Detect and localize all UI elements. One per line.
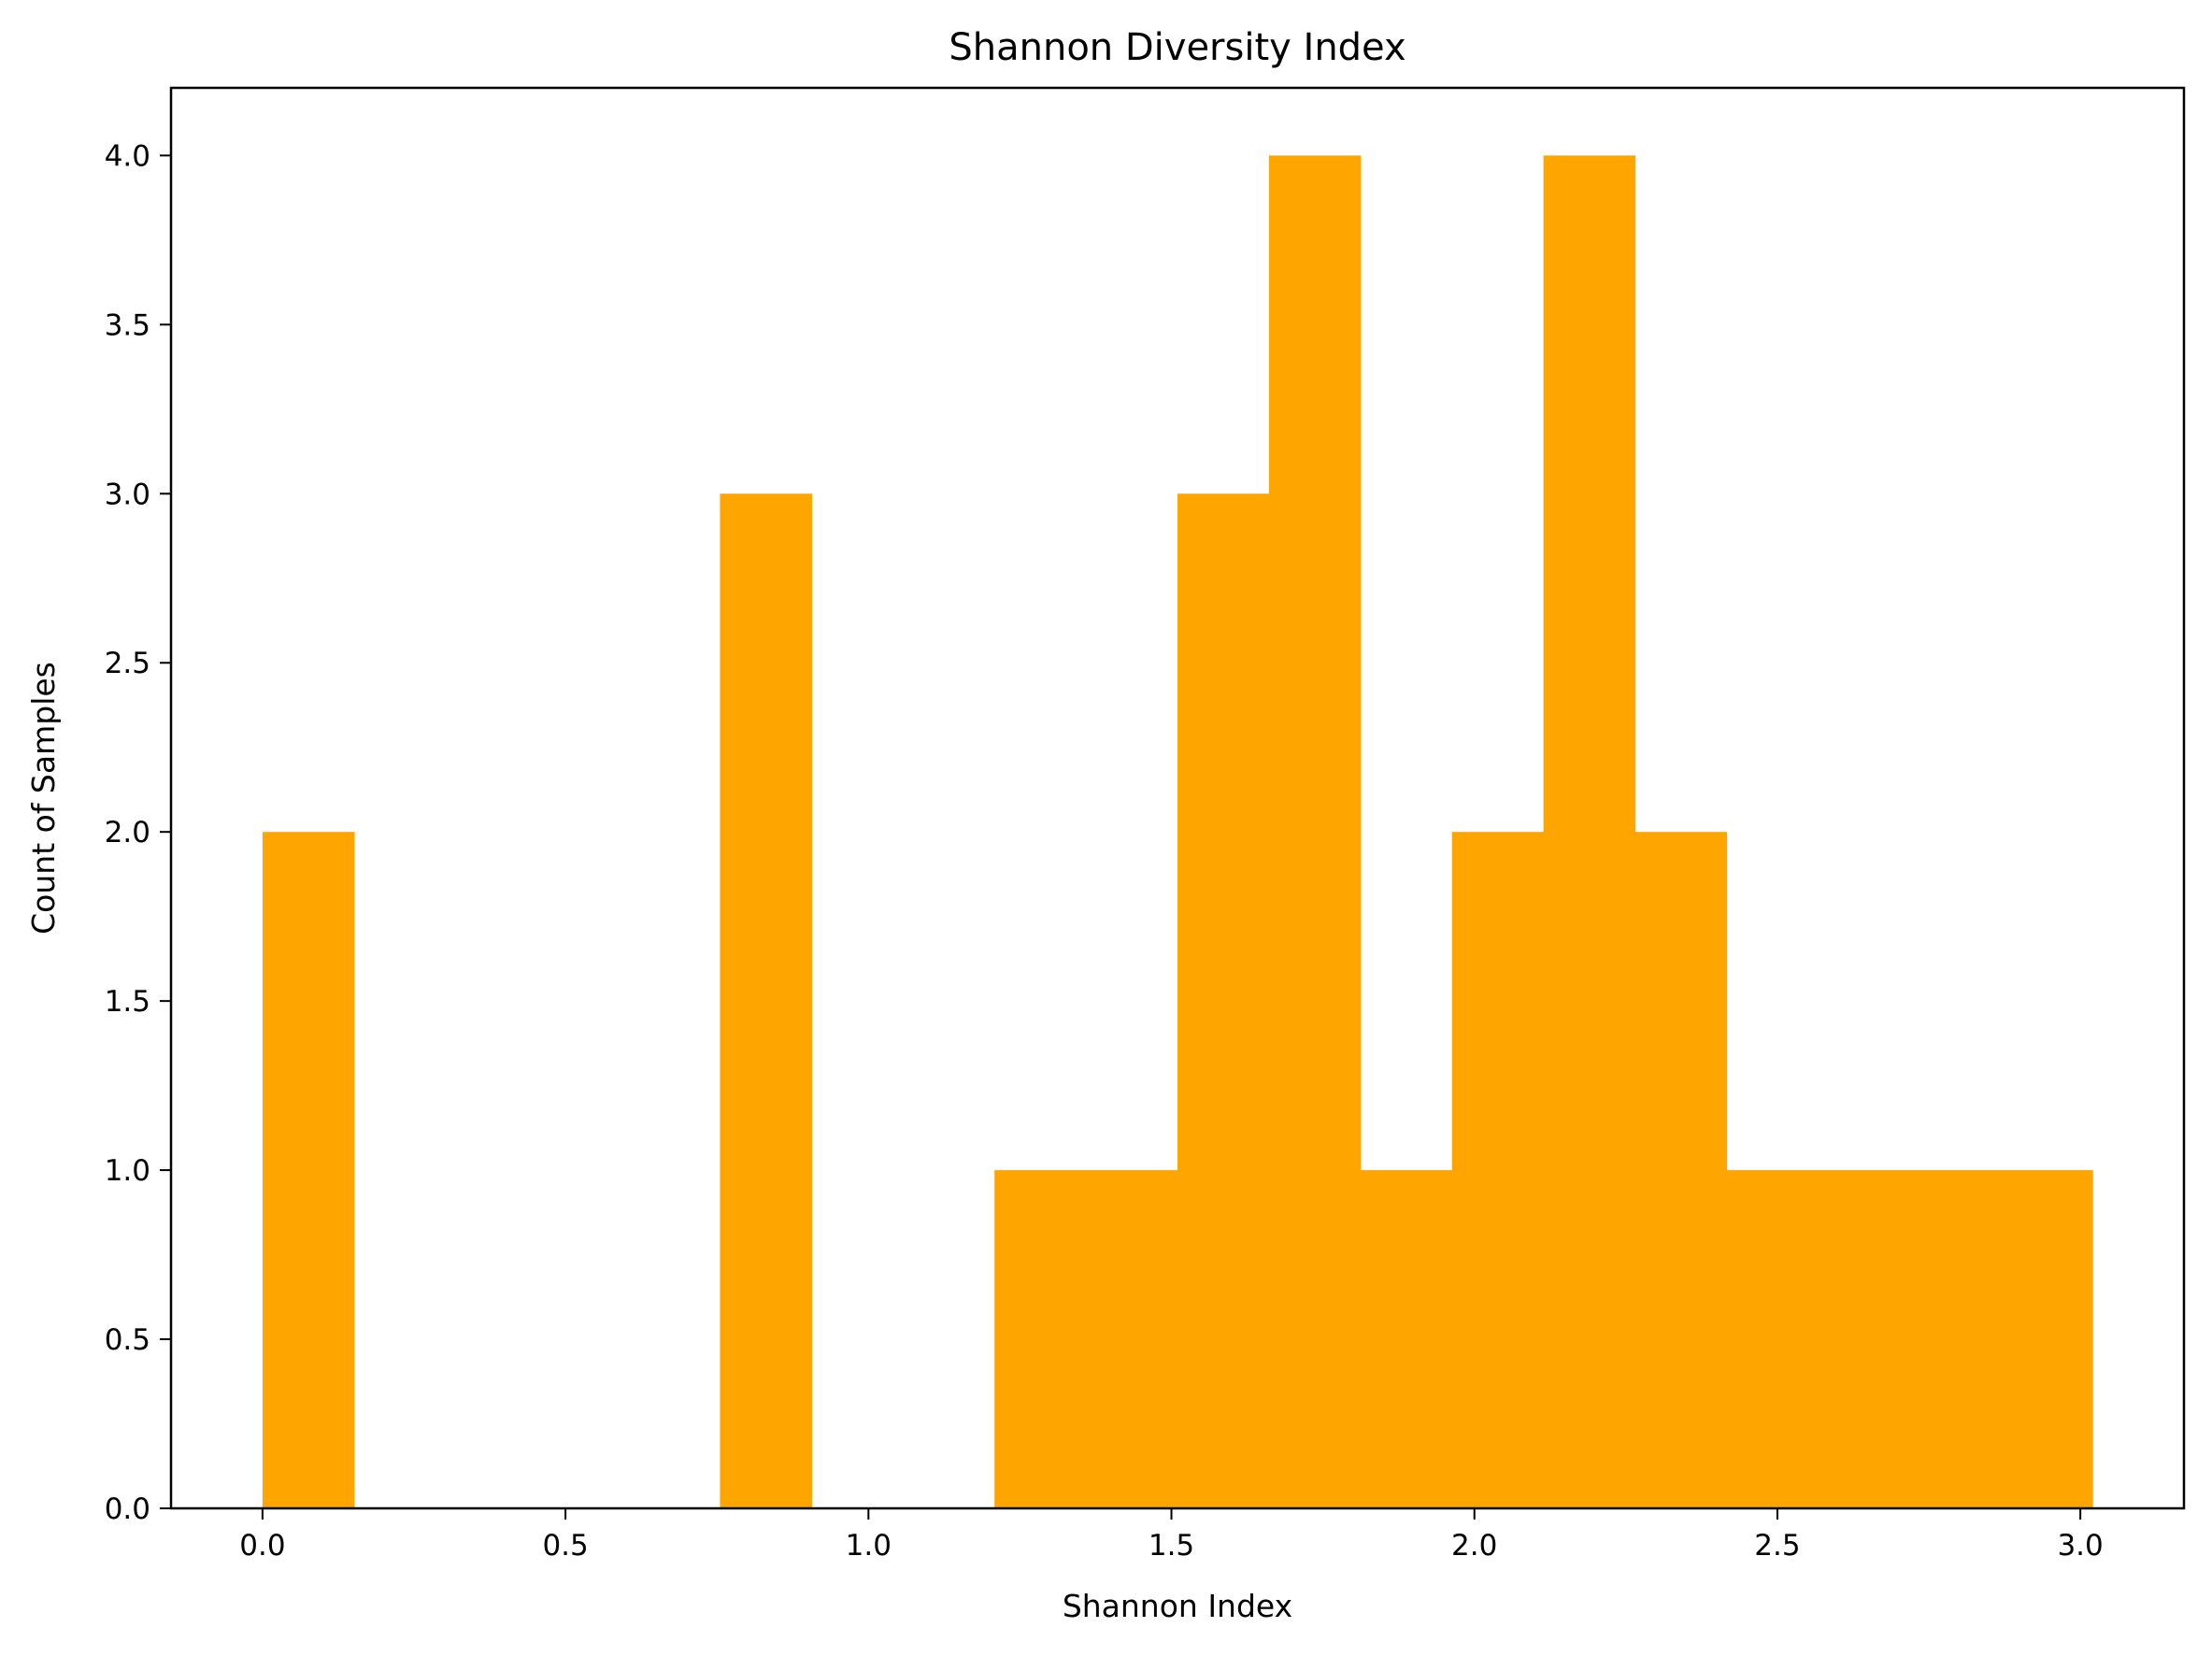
x-tick-label: 2.5 (1754, 1529, 1800, 1563)
histogram-bar (1818, 1170, 1910, 1508)
bars-group (262, 155, 2093, 1509)
histogram-bar (1086, 1170, 1178, 1508)
histogram-bar (262, 832, 355, 1508)
x-axis: 0.0 0.5 1.0 1.5 2.0 2.5 3.0 (239, 1508, 2104, 1563)
x-tick-label: 1.5 (1149, 1529, 1194, 1563)
x-tick-label: 2.0 (1451, 1529, 1497, 1563)
y-tick-label: 4.0 (105, 139, 150, 173)
histogram-bar (1634, 832, 1728, 1508)
x-tick-label: 0.0 (239, 1529, 285, 1563)
y-tick-label: 3.5 (105, 308, 150, 342)
chart-title: Shannon Diversity Index (949, 26, 1406, 69)
histogram-bar (1543, 155, 1636, 1508)
y-axis-label: Count of Samples (25, 662, 62, 935)
y-axis: 0.0 0.5 1.0 1.5 2.0 2.5 3.0 3.5 4.0 (105, 139, 171, 1526)
y-tick-label: 1.5 (105, 985, 150, 1019)
x-axis-label: Shannon Index (1063, 1588, 1292, 1624)
histogram-bar (2001, 1170, 2093, 1508)
x-tick-label: 0.5 (542, 1529, 588, 1563)
histogram-bar (1909, 1170, 2002, 1508)
x-tick-label: 1.0 (846, 1529, 892, 1563)
y-tick-label: 0.0 (105, 1492, 150, 1526)
y-tick-label: 3.0 (105, 478, 150, 511)
plot-frame (169, 86, 2186, 1510)
y-tick-label: 0.5 (105, 1323, 150, 1357)
x-tick-label: 3.0 (2057, 1529, 2103, 1563)
y-tick-label: 2.0 (105, 816, 150, 849)
histogram-bar (1726, 1170, 1819, 1508)
histogram-bar (1360, 1170, 1453, 1508)
histogram-bar (720, 493, 812, 1509)
histogram-bar (1177, 493, 1270, 1509)
histogram-bar (1268, 155, 1362, 1508)
y-tick-label: 1.0 (105, 1154, 150, 1188)
histogram-bar (994, 1170, 1087, 1508)
histogram-bar (1451, 832, 1545, 1508)
y-tick-label: 2.5 (105, 647, 150, 680)
